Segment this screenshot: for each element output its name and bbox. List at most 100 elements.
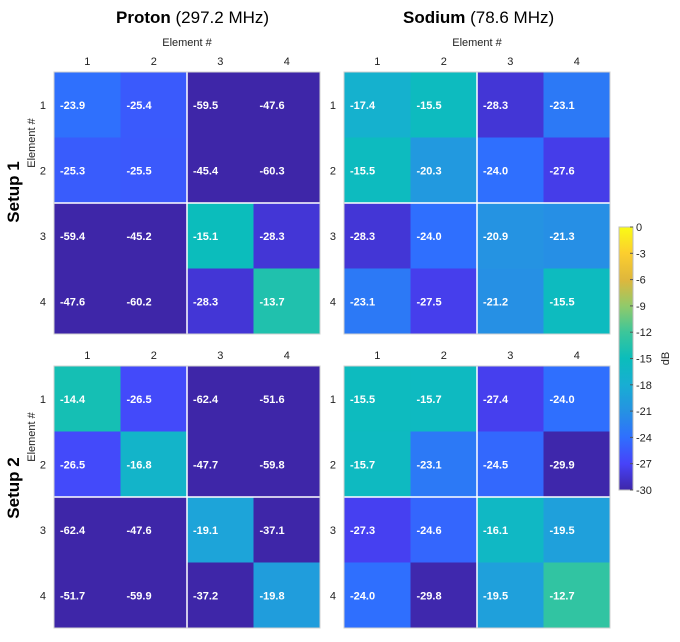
cell-value-label: -62.4	[193, 394, 219, 406]
heatmap-cell	[187, 203, 254, 269]
cell-value-label: -24.0	[550, 394, 575, 406]
cell-value-label: -51.7	[60, 590, 85, 602]
sodium-label: Sodium	[403, 8, 466, 27]
panel-frame	[53, 71, 321, 335]
heatmap-cell	[187, 268, 254, 334]
heatmap-cell	[477, 497, 544, 563]
proton-frequency: (297.2 MHz)	[175, 8, 270, 27]
cell-value-label: -21.2	[483, 296, 508, 308]
heatmap-cell	[477, 431, 544, 497]
heatmap-cell	[187, 431, 254, 497]
colorbar-tick-label: -27	[636, 459, 652, 471]
heatmap-cell	[120, 497, 187, 563]
heatmap-cell	[344, 366, 411, 432]
cell-value-label: -21.3	[550, 231, 575, 243]
heatmap-cell	[543, 562, 610, 628]
x-tick-label: 3	[217, 56, 223, 68]
colorbar-tick-label: 0	[636, 222, 642, 234]
heatmap-panel: -17.4 -15.5 -28.3 -23.1 -15.5 -20.3 -24.0 -27.6…	[330, 37, 611, 335]
heatmap-cell	[54, 268, 121, 334]
cell-value-label: -23.9	[60, 100, 85, 112]
cell-value-label: -47.6	[127, 525, 152, 537]
cell-value-label: -60.3	[260, 165, 285, 177]
heatmap-cell	[410, 268, 477, 334]
heatmap-cell	[120, 268, 187, 334]
colorbar-tick-label: -12	[636, 327, 652, 339]
heatmap-cell	[120, 431, 187, 497]
y-tick-label: 4	[330, 296, 336, 308]
heatmap-cell	[344, 203, 411, 269]
heatmap-cell	[477, 203, 544, 269]
cell-value-label: -60.2	[127, 296, 152, 308]
cell-value-label: -23.1	[350, 296, 375, 308]
y-tick-label: 4	[40, 296, 46, 308]
cell-value-label: -28.3	[483, 100, 508, 112]
heatmap-cell	[54, 431, 121, 497]
heatmap-cell	[410, 497, 477, 563]
y-tick-label: 4	[330, 590, 336, 602]
cell-value-label: -20.9	[483, 231, 508, 243]
cell-value-label: -24.5	[483, 459, 508, 471]
heatmap-cell	[253, 137, 320, 203]
cell-value-label: -15.5	[550, 296, 575, 308]
cell-value-label: -16.8	[127, 459, 152, 471]
y-tick-label: 3	[40, 525, 46, 537]
x-axis-title: Element #	[452, 37, 502, 49]
heatmap-cell	[543, 366, 610, 432]
cell-value-label: -27.4	[483, 394, 509, 406]
heatmap-cell	[253, 431, 320, 497]
cell-value-label: -45.4	[193, 165, 219, 177]
cell-value-label: -20.3	[417, 165, 442, 177]
colorbar-label: dB	[660, 352, 672, 365]
x-tick-label: 4	[574, 56, 580, 68]
heatmap-cell	[54, 137, 121, 203]
heatmap-cell	[253, 72, 320, 138]
cell-value-label: -24.0	[350, 590, 375, 602]
colorbar-tick-label: -15	[636, 354, 652, 366]
colorbar-tick-label: -18	[636, 380, 652, 392]
cell-value-label: -15.7	[417, 394, 442, 406]
cell-value-label: -28.3	[193, 296, 218, 308]
cell-value-label: -23.1	[550, 100, 575, 112]
cell-value-label: -23.1	[417, 459, 442, 471]
cell-value-label: -59.9	[127, 590, 152, 602]
panel-frame	[343, 71, 611, 335]
cell-value-label: -26.5	[60, 459, 85, 471]
cell-value-label: -26.5	[127, 394, 152, 406]
heatmap-cell	[344, 497, 411, 563]
cell-value-label: -59.8	[260, 459, 285, 471]
x-tick-label: 2	[151, 56, 157, 68]
cell-value-label: -45.2	[127, 231, 152, 243]
cell-value-label: -15.5	[417, 100, 442, 112]
heatmap-cell	[253, 268, 320, 334]
y-tick-label: 3	[330, 231, 336, 243]
colorbar-tick-label: -30	[636, 485, 652, 497]
heatmap-cell	[253, 366, 320, 432]
x-tick-label: 1	[374, 350, 380, 362]
y-tick-label: 1	[330, 394, 336, 406]
y-tick-label: 1	[40, 394, 46, 406]
colorbar-tick-label: -24	[636, 432, 652, 444]
cell-value-label: -59.5	[193, 100, 218, 112]
x-tick-label: 1	[84, 350, 90, 362]
heatmap-cell	[187, 72, 254, 138]
panel-frame	[53, 365, 321, 629]
colorbar-tick-label: -21	[636, 406, 652, 418]
heatmap-cell	[187, 562, 254, 628]
cell-value-label: -47.6	[60, 296, 85, 308]
x-tick-label: 3	[507, 56, 513, 68]
cell-value-label: -15.7	[350, 459, 375, 471]
cell-value-label: -51.6	[260, 394, 285, 406]
cell-value-label: -24.0	[417, 231, 442, 243]
heatmap-cell	[410, 137, 477, 203]
heatmap-cell	[187, 137, 254, 203]
heatmap-cell	[54, 497, 121, 563]
y-axis-title: Element #	[26, 117, 38, 167]
heatmap-cell	[120, 137, 187, 203]
heatmap-cell	[253, 203, 320, 269]
proton-label: Proton	[116, 8, 171, 27]
y-tick-label: 2	[330, 459, 336, 471]
cell-value-label: -12.7	[550, 590, 575, 602]
heatmap-cell	[344, 137, 411, 203]
